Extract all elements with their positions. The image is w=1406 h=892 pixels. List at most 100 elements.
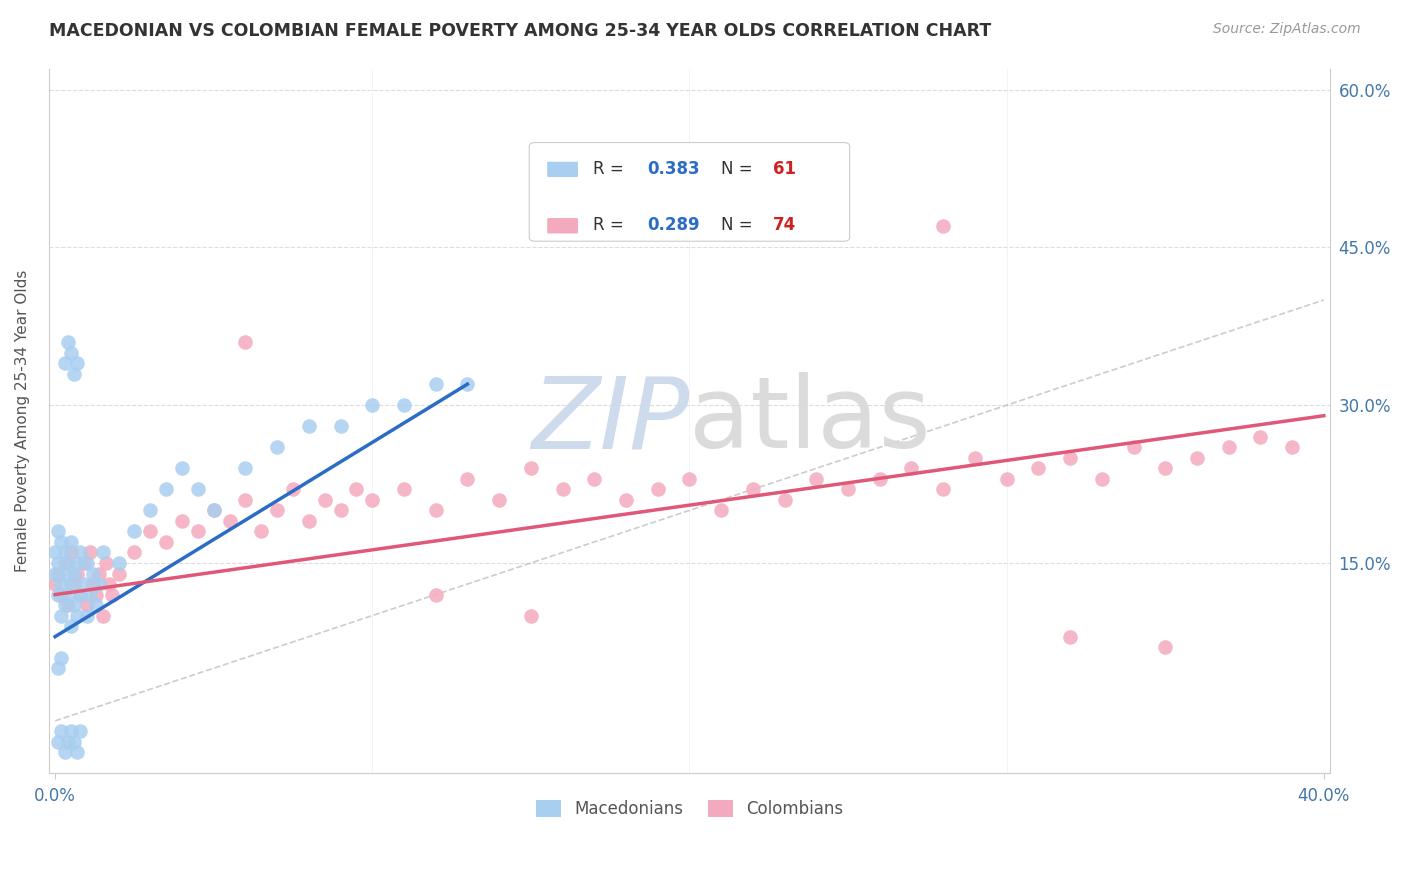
Point	[139, 503, 162, 517]
Point	[235, 461, 257, 475]
FancyBboxPatch shape	[547, 219, 578, 234]
FancyBboxPatch shape	[529, 143, 849, 241]
Point	[235, 492, 257, 507]
Point	[425, 588, 447, 602]
Point	[98, 577, 121, 591]
Point	[187, 483, 209, 497]
Point	[63, 566, 86, 581]
Point	[51, 650, 73, 665]
Text: N =: N =	[721, 160, 758, 178]
Point	[344, 483, 367, 497]
Point	[76, 608, 98, 623]
Point	[72, 577, 94, 591]
Point	[107, 556, 129, 570]
Point	[425, 377, 447, 392]
FancyBboxPatch shape	[547, 161, 578, 178]
Text: R =: R =	[593, 160, 630, 178]
Text: ZIP: ZIP	[531, 373, 689, 469]
Point	[155, 483, 177, 497]
Point	[583, 472, 606, 486]
Point	[488, 492, 510, 507]
Point	[361, 398, 384, 412]
Point	[869, 472, 891, 486]
Point	[46, 566, 69, 581]
Point	[46, 588, 69, 602]
Point	[63, 598, 86, 612]
Point	[298, 514, 321, 528]
Point	[170, 461, 193, 475]
Point	[51, 588, 73, 602]
Point	[66, 608, 89, 623]
Point	[53, 356, 76, 370]
Point	[1091, 472, 1114, 486]
Point	[69, 588, 91, 602]
Point	[51, 608, 73, 623]
Point	[741, 483, 763, 497]
Point	[59, 545, 82, 559]
Text: MACEDONIAN VS COLOMBIAN FEMALE POVERTY AMONG 25-34 YEAR OLDS CORRELATION CHART: MACEDONIAN VS COLOMBIAN FEMALE POVERTY A…	[49, 22, 991, 40]
Point	[520, 608, 543, 623]
Point	[79, 588, 101, 602]
Point	[51, 535, 73, 549]
Text: 0.383: 0.383	[647, 160, 700, 178]
Point	[72, 556, 94, 570]
Point	[1059, 450, 1081, 465]
Point	[107, 566, 129, 581]
Point	[932, 219, 955, 234]
Point	[46, 661, 69, 675]
Point	[53, 745, 76, 759]
Legend: Macedonians, Colombians: Macedonians, Colombians	[529, 794, 851, 825]
Point	[900, 461, 922, 475]
Text: Source: ZipAtlas.com: Source: ZipAtlas.com	[1213, 22, 1361, 37]
Point	[69, 545, 91, 559]
Point	[46, 524, 69, 539]
Point	[89, 577, 111, 591]
Point	[86, 588, 108, 602]
Point	[66, 566, 89, 581]
Point	[187, 524, 209, 539]
Point	[218, 514, 240, 528]
Point	[1122, 440, 1144, 454]
Point	[298, 419, 321, 434]
Point	[56, 334, 79, 349]
Point	[51, 724, 73, 739]
Point	[170, 514, 193, 528]
Point	[82, 577, 104, 591]
Point	[94, 556, 117, 570]
Point	[76, 556, 98, 570]
Point	[1154, 640, 1177, 655]
Point	[235, 334, 257, 349]
Point	[59, 577, 82, 591]
Point	[86, 598, 108, 612]
Point	[124, 524, 146, 539]
Point	[44, 577, 66, 591]
Point	[250, 524, 273, 539]
Point	[266, 503, 288, 517]
Point	[456, 377, 478, 392]
Point	[1218, 440, 1240, 454]
Point	[63, 577, 86, 591]
Point	[678, 472, 700, 486]
Point	[91, 545, 114, 559]
Point	[53, 556, 76, 570]
Point	[56, 556, 79, 570]
Point	[46, 556, 69, 570]
Point	[614, 492, 637, 507]
Point	[76, 598, 98, 612]
Point	[314, 492, 336, 507]
Point	[66, 556, 89, 570]
Point	[59, 724, 82, 739]
Point	[91, 608, 114, 623]
Point	[46, 735, 69, 749]
Point	[56, 598, 79, 612]
Point	[56, 588, 79, 602]
Point	[59, 345, 82, 359]
Point	[82, 566, 104, 581]
Text: 74: 74	[773, 216, 796, 234]
Point	[266, 440, 288, 454]
Point	[425, 503, 447, 517]
Point	[281, 483, 304, 497]
Text: N =: N =	[721, 216, 758, 234]
Point	[202, 503, 225, 517]
Point	[1059, 630, 1081, 644]
